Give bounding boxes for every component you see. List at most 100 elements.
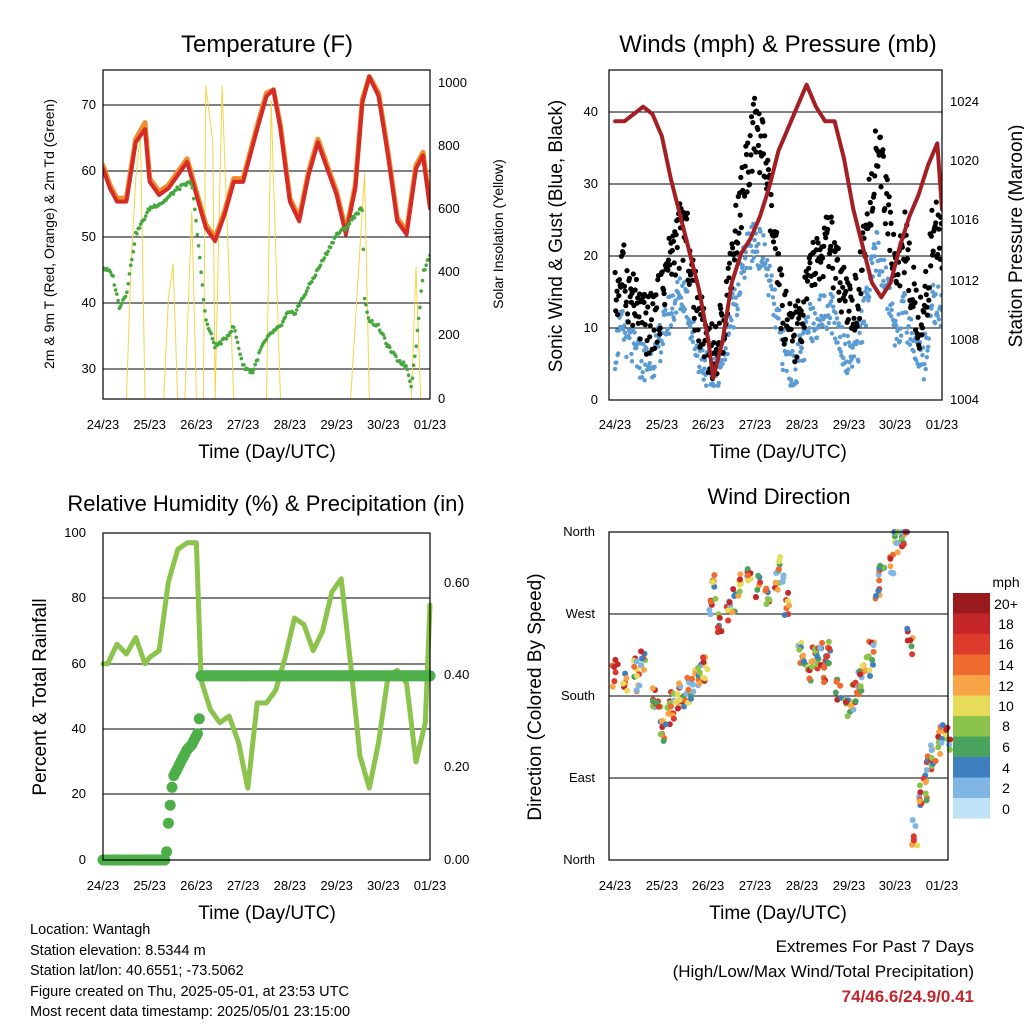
wind-gust-point: [789, 338, 796, 344]
wind-gust-point: [725, 265, 731, 271]
humidity-frame: [102, 532, 431, 861]
temperature-panel: Temperature (F) 70 60 50 40 30 1000 800 …: [41, 31, 506, 463]
legend-label: 18: [998, 616, 1014, 632]
wind-gust-point: [737, 212, 743, 218]
sonic-wind-point: [773, 325, 778, 330]
sonic-wind-point: [866, 294, 872, 300]
sonic-wind-point: [743, 256, 748, 261]
sonic-wind-point: [896, 312, 901, 317]
wind-gust-point: [623, 299, 630, 305]
sonic-wind-point: [687, 324, 693, 329]
direction-point: [695, 664, 702, 671]
direction-point: [638, 648, 645, 655]
dewpoint-point: [418, 305, 422, 310]
direction-point: [657, 731, 664, 738]
direction-point: [662, 721, 669, 728]
dewpoint-point: [423, 268, 427, 272]
legend-label: 6: [1002, 739, 1010, 755]
wind-gust-point: [829, 219, 835, 225]
winds-y-label: Sonic Wind & Gust (Blue, Black): [546, 100, 567, 372]
y2-tick-label: 600: [438, 201, 460, 216]
wind-gust-point: [835, 245, 841, 252]
sonic-wind-point: [835, 340, 840, 345]
sonic-wind-point: [720, 361, 725, 366]
direction-point: [715, 624, 721, 631]
direction-point: [706, 606, 713, 613]
dewpoint-point: [352, 215, 357, 220]
dewpoint-point: [147, 208, 152, 212]
x-tick-label: 30/23: [879, 878, 912, 893]
direction-point: [752, 594, 759, 600]
temperature-x-ticks: 24/23 25/23 26/23 27/23 28/23 29/23 30/2…: [87, 417, 447, 432]
dewpoint-point: [127, 272, 132, 276]
wind-gust-point: [828, 214, 834, 220]
wind-gust-point: [828, 243, 834, 249]
dewpoint-point: [171, 192, 176, 196]
legend-swatch: [953, 593, 990, 614]
wind-gust-point: [838, 309, 845, 315]
humidity-y-label: Percent & Total Rainfall: [30, 598, 51, 795]
sonic-wind-point: [817, 297, 822, 302]
wind-gust-point: [711, 340, 717, 346]
dewpoint-point: [250, 370, 255, 375]
direction-point: [633, 687, 640, 694]
sonic-wind-point: [841, 333, 847, 338]
dewpoint-point: [193, 207, 197, 212]
sonic-wind-point: [871, 242, 877, 247]
wind-gust-point: [659, 269, 665, 275]
direction-point: [631, 663, 638, 670]
sonic-wind-point: [800, 331, 806, 336]
winds-panel: Winds (mph) & Pressure (mb) 40 30 20 10 …: [546, 31, 1024, 463]
x-tick-label: 30/23: [879, 417, 912, 432]
dewpoint-point: [111, 274, 115, 278]
sonic-wind-point: [640, 370, 645, 375]
wind-gust-point: [654, 305, 660, 311]
sonic-wind-point: [762, 242, 767, 247]
direction-point: [781, 612, 788, 618]
winds-x-label: Time (Day/UTC): [709, 442, 847, 463]
direction-point: [904, 637, 911, 644]
sonic-wind-point: [780, 361, 785, 367]
wind-gust-point: [788, 326, 794, 332]
wind-gust-point: [772, 246, 779, 252]
y-tick-label: North: [563, 852, 595, 867]
sonic-wind-point: [799, 346, 804, 351]
sonic-wind-point: [920, 353, 925, 358]
dewpoint-point: [195, 232, 200, 237]
sonic-wind-point: [819, 313, 824, 318]
wind-gust-point: [709, 321, 715, 327]
sonic-wind-point: [930, 289, 935, 294]
dewpoint-point: [115, 292, 119, 296]
sonic-wind-point: [832, 320, 837, 326]
sonic-wind-point: [882, 257, 887, 263]
wind-gust-point: [924, 304, 930, 310]
direction-point: [754, 586, 761, 593]
wind-gust-point: [666, 235, 672, 241]
x-tick-label: 27/23: [739, 878, 772, 893]
wind-gust-point: [935, 251, 941, 258]
pressure-line: [613, 82, 942, 380]
sonic-wind-point: [780, 367, 786, 373]
dewpoint-point: [135, 232, 139, 236]
legend-label: 10: [998, 698, 1014, 714]
wind-gust-point: [891, 231, 897, 237]
wind-gust-point: [646, 350, 652, 356]
wind-gust-point: [851, 315, 857, 321]
direction-point: [696, 680, 703, 687]
sonic-wind-point: [890, 301, 895, 306]
wind-gust-point: [726, 260, 733, 266]
wind-gust-point: [748, 114, 755, 120]
dewpoint-point: [398, 359, 402, 363]
direction-point: [876, 577, 883, 584]
sonic-wind-point: [931, 282, 936, 288]
sonic-wind-point: [772, 287, 777, 292]
direction-point: [869, 657, 876, 663]
station-elevation: Station elevation: 8.5344 m: [30, 942, 206, 959]
sonic-wind-point: [729, 318, 734, 323]
wind-gust-point: [614, 288, 620, 294]
wind-gust-point: [916, 345, 923, 351]
wind-gust-point: [637, 336, 643, 342]
sonic-wind-point: [888, 313, 894, 319]
direction-point: [796, 646, 803, 653]
wind-gust-point: [859, 267, 865, 273]
